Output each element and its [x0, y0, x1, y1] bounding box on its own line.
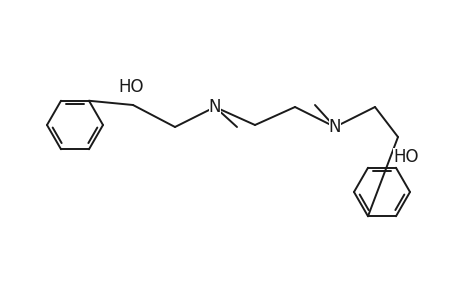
Text: N: N [328, 118, 341, 136]
Text: HO: HO [392, 148, 418, 166]
Text: N: N [208, 98, 221, 116]
Text: HO: HO [118, 78, 143, 96]
